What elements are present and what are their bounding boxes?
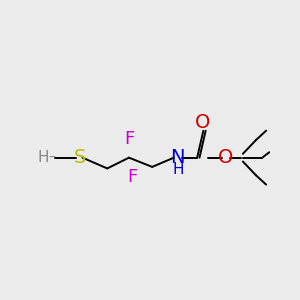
Text: H: H: [38, 150, 49, 165]
Text: O: O: [218, 148, 233, 167]
Text: S: S: [74, 148, 86, 167]
Text: –: –: [49, 151, 56, 165]
Text: N: N: [170, 148, 185, 167]
Text: F: F: [124, 130, 134, 148]
Text: O: O: [195, 113, 210, 132]
Text: H: H: [172, 163, 184, 178]
Text: F: F: [127, 168, 137, 186]
